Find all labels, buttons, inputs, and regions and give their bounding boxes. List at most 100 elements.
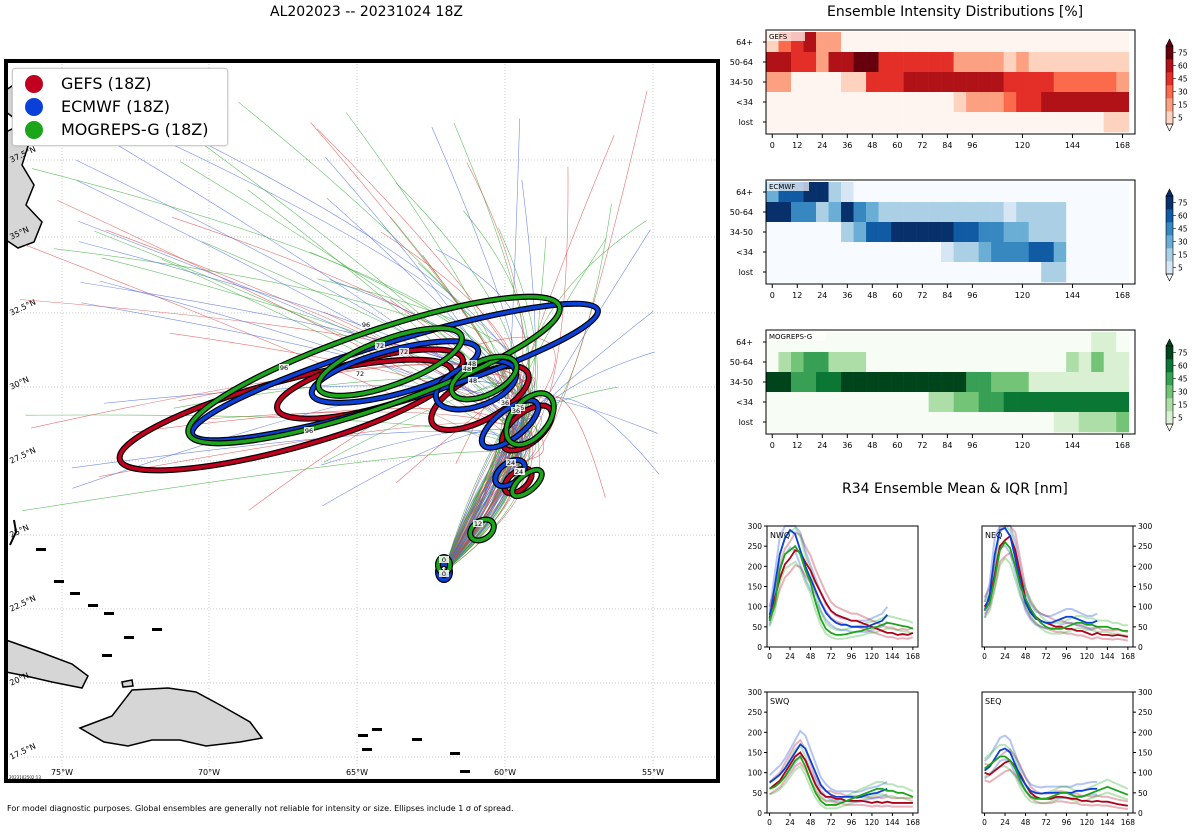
small-island (88, 604, 98, 607)
heatmap-cell (878, 202, 892, 223)
small-island (358, 734, 368, 737)
x-tick-label: 96 (967, 441, 977, 450)
x-tick-label: 84 (942, 141, 952, 150)
heatmap-cell (916, 72, 929, 93)
heatmap-cell (866, 52, 879, 73)
heatmap-cell (766, 52, 779, 73)
heatmap-cell (1041, 32, 1054, 53)
heatmap-cell (878, 392, 892, 413)
heatmap-cell (953, 182, 967, 203)
heatmap-cell (1053, 222, 1067, 243)
x-tick-label: 48 (806, 818, 816, 827)
heatmap-cell (1053, 392, 1067, 413)
heatmap-cell (916, 92, 929, 113)
heatmap-cell (816, 182, 829, 203)
heatmap-cell (953, 372, 967, 393)
y-tick-label: 250 (748, 708, 763, 717)
heatmap-cell (978, 332, 992, 353)
intensity-title: Ensemble Intensity Distributions [%] (827, 4, 1084, 20)
small-island (362, 748, 372, 751)
heatmap-cell (1003, 372, 1017, 393)
heatmap-cell (953, 92, 967, 113)
colorbar-tick-label: 60 (1178, 362, 1188, 371)
heatmap-cell (941, 52, 954, 73)
heatmap-cell (953, 242, 967, 263)
y-tick-label: 50 (1138, 789, 1148, 798)
timestamp-label: 2023102502:13 (9, 775, 41, 780)
heatmap-cell (991, 92, 1004, 113)
forecast-hour-label: 96 (305, 427, 313, 435)
x-tick-label: 168 (1115, 441, 1130, 450)
heatmap-row-label: lost (739, 118, 753, 127)
heatmap-cell (978, 392, 992, 413)
heatmap-cell (1116, 222, 1130, 243)
heatmap-cell (878, 222, 892, 243)
heatmap-cell (1091, 32, 1105, 53)
y-tick-label: 0 (1138, 809, 1143, 818)
heatmap-cell (903, 202, 917, 223)
map-title: AL202023 -- 20231024 18Z (270, 4, 463, 20)
heatmap-cell (778, 262, 792, 283)
longitude-label: 65°W (346, 768, 368, 777)
y-tick-label: 0 (757, 643, 762, 652)
heatmap-cell (966, 392, 979, 413)
ensemble-track (178, 363, 532, 573)
heatmap-cell (766, 242, 779, 263)
heatmap-cell (1041, 222, 1054, 243)
y-tick-label: 300 (748, 522, 763, 531)
heatmap-cell (778, 372, 792, 393)
heatmap-cell (853, 242, 867, 263)
heatmap-cell (1053, 262, 1067, 283)
heatmap-cell (778, 352, 792, 373)
heatmap-cell (841, 412, 854, 433)
heatmap-panel: 64+ 50-64 34-50 <34 lost GEFS 0 12 24 36 48 60 72 84 9… (730, 29, 1188, 150)
heatmap-cell (916, 372, 929, 393)
heatmap-cell (766, 412, 779, 433)
heatmap-cell (953, 202, 967, 223)
hour-label-bg (462, 365, 472, 372)
heatmap-cell (1091, 222, 1105, 243)
heatmap-cell (1003, 72, 1017, 93)
heatmap-cell (841, 372, 854, 393)
heatmap-cell (866, 412, 879, 433)
iqr-line (768, 526, 914, 631)
heatmap-cell (853, 202, 867, 223)
heatmap-cell (1053, 242, 1067, 263)
heatmap-cell (828, 72, 842, 93)
heatmap-cell (816, 52, 829, 73)
colorbar-frame (1165, 345, 1174, 425)
heatmap-cell (766, 352, 779, 373)
heatmap-cell (803, 52, 817, 73)
heatmap-cell (791, 412, 804, 433)
heatmap-cell (1041, 52, 1054, 73)
heatmap-cell (1041, 372, 1054, 393)
y-tick-label: 150 (748, 583, 763, 592)
colorbar-tick-label: 5 (1178, 114, 1183, 123)
heatmap-cell (941, 202, 954, 223)
heatmap-cell (978, 242, 992, 263)
heatmap-cell (953, 332, 967, 353)
heatmap-cell (1053, 332, 1067, 353)
y-tick-label: 50 (1138, 623, 1148, 632)
small-island (104, 612, 114, 615)
heatmap-cell (1116, 392, 1130, 413)
heatmap-cell (1003, 182, 1017, 203)
heatmap-cell (853, 352, 867, 373)
heatmap-cell (791, 52, 804, 73)
heatmap-cell (866, 72, 879, 93)
heatmap-cell (916, 202, 929, 223)
colorbar-segment (1166, 346, 1173, 360)
longitude-label: 55°W (642, 768, 664, 777)
heatmap-cell (991, 32, 1004, 53)
x-tick-label: 48 (867, 441, 877, 450)
heatmap-cell (1041, 182, 1054, 203)
heatmap-panel: 64+ 50-64 34-50 <34 lost MOGREPS-G 0 12 24 36 48 60… (730, 329, 1188, 450)
heatmap-cell (778, 112, 792, 133)
x-tick-label: 24 (1000, 818, 1010, 827)
heatmap-cell (853, 222, 867, 243)
colorbar-frame (1165, 195, 1174, 275)
heatmap-cell (803, 32, 817, 53)
heatmap-cell (1003, 412, 1017, 433)
heatmap-cell (1003, 112, 1017, 133)
